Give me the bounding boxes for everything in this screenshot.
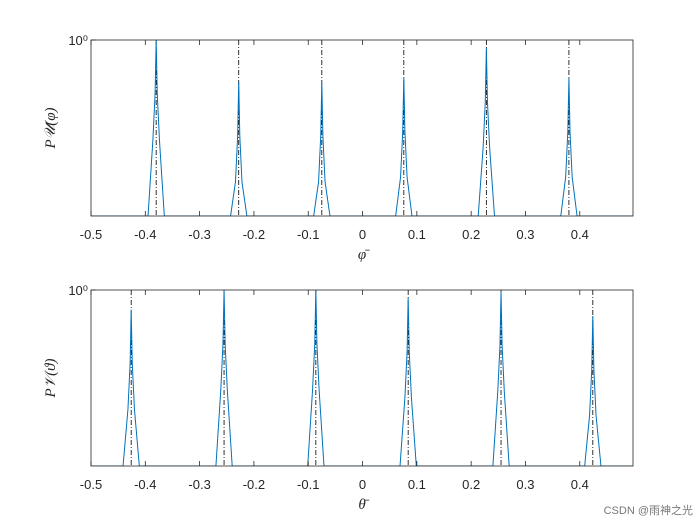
y-tick-label: 10⁰ xyxy=(68,283,88,298)
x-tick-label: -0.2 xyxy=(243,227,265,242)
x-tick-label: 0.1 xyxy=(408,477,426,492)
x-tick-label: 0.3 xyxy=(516,477,534,492)
plot-area xyxy=(91,40,633,216)
x-tick-label: -0.1 xyxy=(297,477,319,492)
axes-bg xyxy=(91,40,633,216)
x-tick-label: 0.1 xyxy=(408,227,426,242)
y-axis-label: P𝒰(φ) xyxy=(43,108,59,150)
axes-bg xyxy=(91,290,633,466)
x-tick-label: -0.4 xyxy=(134,477,156,492)
watermark: CSDN @雨神之光 xyxy=(604,503,693,517)
x-tick-label: -0.5 xyxy=(80,227,102,242)
x-tick-label: -0.4 xyxy=(134,227,156,242)
x-axis-label: θ̄ xyxy=(358,497,369,513)
x-tick-label: 0 xyxy=(359,227,366,242)
x-tick-label: 0.2 xyxy=(462,477,480,492)
x-tick-label: -0.3 xyxy=(188,227,210,242)
y-axis-label: P𝒱(ϑ) xyxy=(43,358,59,398)
axes-box xyxy=(90,289,634,467)
plot-area xyxy=(91,290,633,466)
x-tick-label: -0.1 xyxy=(297,227,319,242)
x-tick-label: -0.2 xyxy=(243,477,265,492)
x-tick-label: 0.2 xyxy=(462,227,480,242)
x-tick-label: -0.5 xyxy=(80,477,102,492)
x-tick-label: -0.3 xyxy=(188,477,210,492)
axes-box xyxy=(90,39,634,217)
x-tick-label: 0.4 xyxy=(571,477,589,492)
x-tick-label: 0.3 xyxy=(516,227,534,242)
x-tick-label: 0.4 xyxy=(571,227,589,242)
y-tick-label: 10⁰ xyxy=(68,33,88,48)
x-tick-label: 0 xyxy=(359,477,366,492)
